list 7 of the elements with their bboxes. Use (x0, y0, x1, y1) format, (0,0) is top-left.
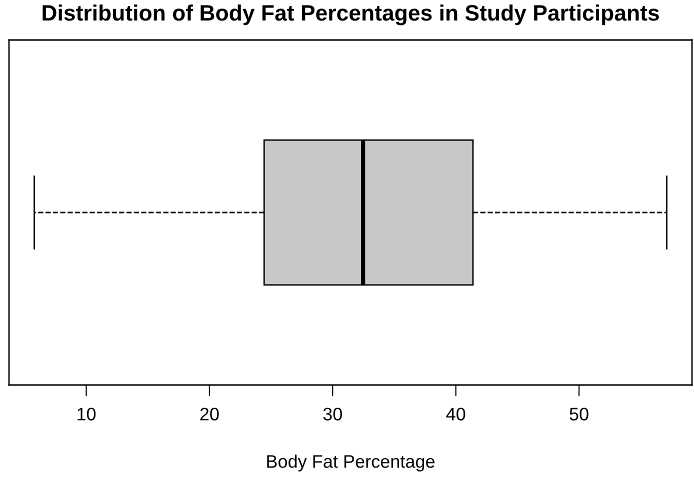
x-tick-label: 20 (200, 408, 219, 420)
x-tick-label: 30 (323, 408, 342, 420)
x-tick-label: 40 (446, 408, 466, 420)
x-tick-label: 10 (78, 408, 96, 420)
chart-title: Distribution of Body Fat Percentages in Study Participants (42, 4, 659, 26)
x-axis-title: Body Fat Percentage (267, 454, 435, 472)
x-tick-label: 50 (570, 408, 588, 420)
